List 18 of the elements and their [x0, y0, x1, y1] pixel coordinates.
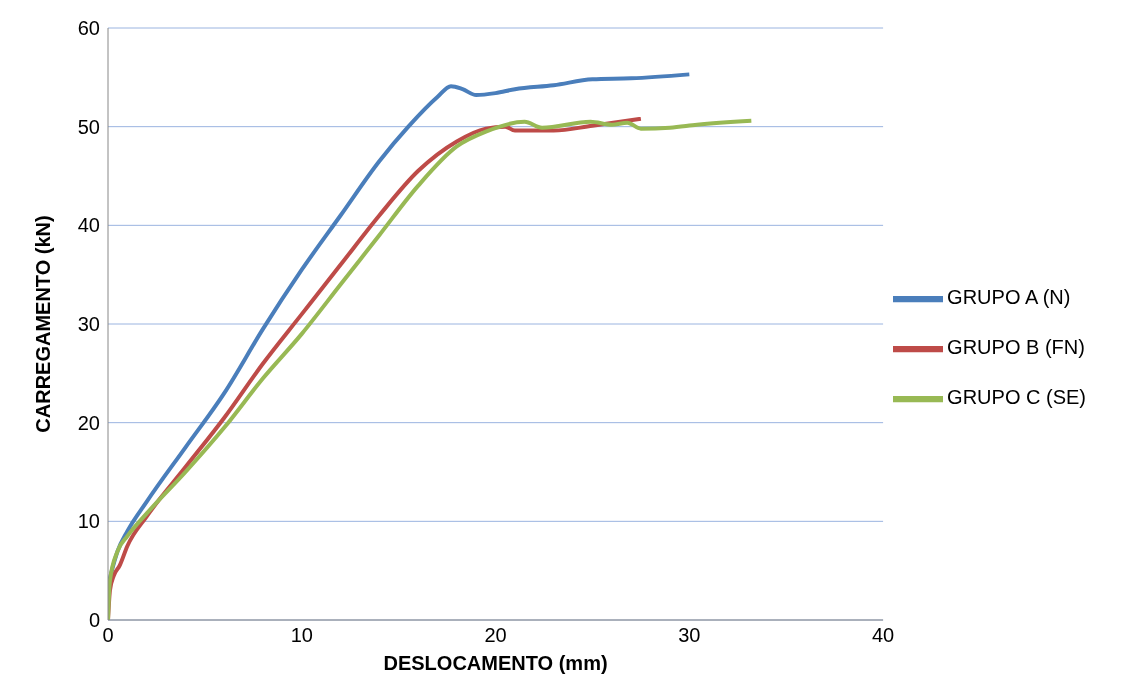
y-tick-label: 0 — [88, 609, 100, 632]
x-tick-label: 40 — [871, 624, 895, 647]
y-tick-label: 50 — [77, 115, 100, 138]
x-axis-title: DESLOCAMENTO (mm) — [383, 652, 608, 674]
legend-label: GRUPO B (FN) — [947, 336, 1085, 359]
legend-label: GRUPO A (N) — [947, 286, 1071, 309]
y-tick-label: 20 — [77, 411, 100, 434]
y-tick-label: 40 — [77, 214, 100, 237]
y-axis-title: CARREGAMENTO (kN) — [32, 215, 55, 433]
x-tick-label: 20 — [484, 624, 507, 647]
y-tick-label: 60 — [77, 17, 100, 40]
y-tick-label: 30 — [77, 313, 100, 336]
y-tick-label: 10 — [77, 510, 100, 533]
legend-label: GRUPO C (SE) — [947, 386, 1086, 409]
x-tick-label: 0 — [102, 624, 114, 647]
x-tick-label: 30 — [678, 624, 701, 647]
x-tick-label: 10 — [290, 624, 313, 647]
line-series — [108, 118, 754, 620]
